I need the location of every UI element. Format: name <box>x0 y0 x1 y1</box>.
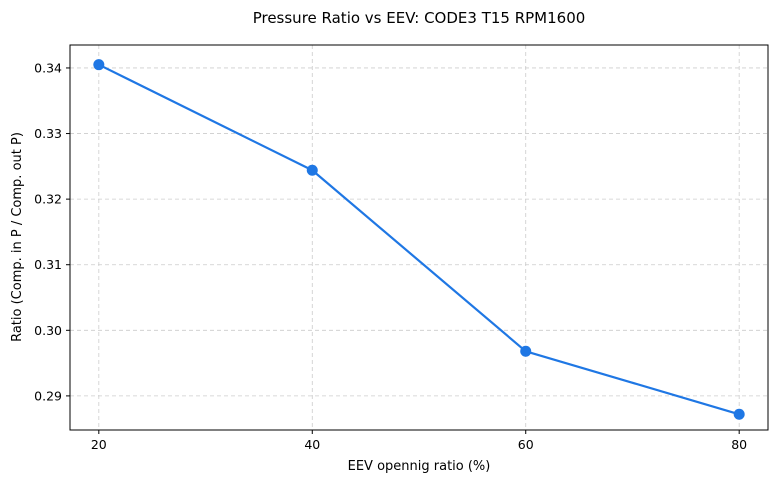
data-point-20 <box>93 59 105 71</box>
x-axis-label: EEV opennig ratio (%) <box>348 459 491 474</box>
y-tick-label-0.30: 0.30 <box>34 323 62 338</box>
series-line-0 <box>98 63 740 416</box>
data-point-80 <box>733 408 745 420</box>
y-tick-label-0.34: 0.34 <box>34 60 62 75</box>
x-tick-label-40: 40 <box>304 437 320 452</box>
chart-title: Pressure Ratio vs EEV: CODE3 T15 RPM1600 <box>253 9 586 27</box>
grid <box>70 45 768 430</box>
y-tick-label-0.31: 0.31 <box>34 257 62 272</box>
y-axis-label: Ratio (Comp. in P / Comp. out P) <box>10 132 25 342</box>
x-tick-label-20: 20 <box>91 437 107 452</box>
x-tick-label-80: 80 <box>731 437 747 452</box>
data-point-40 <box>306 164 318 176</box>
plot-frame <box>69 44 769 431</box>
ticks: 20 40 60 80 0.29 0.30 0.31 0.32 0.33 0.34 <box>34 60 747 452</box>
y-tick-label-0.29: 0.29 <box>34 388 62 403</box>
series <box>93 59 745 420</box>
axes <box>69 44 769 431</box>
y-tick-label-0.32: 0.32 <box>34 192 62 207</box>
data-point-60 <box>520 345 532 357</box>
x-tick-label-60: 60 <box>518 437 534 452</box>
y-tick-label-0.33: 0.33 <box>34 126 62 141</box>
